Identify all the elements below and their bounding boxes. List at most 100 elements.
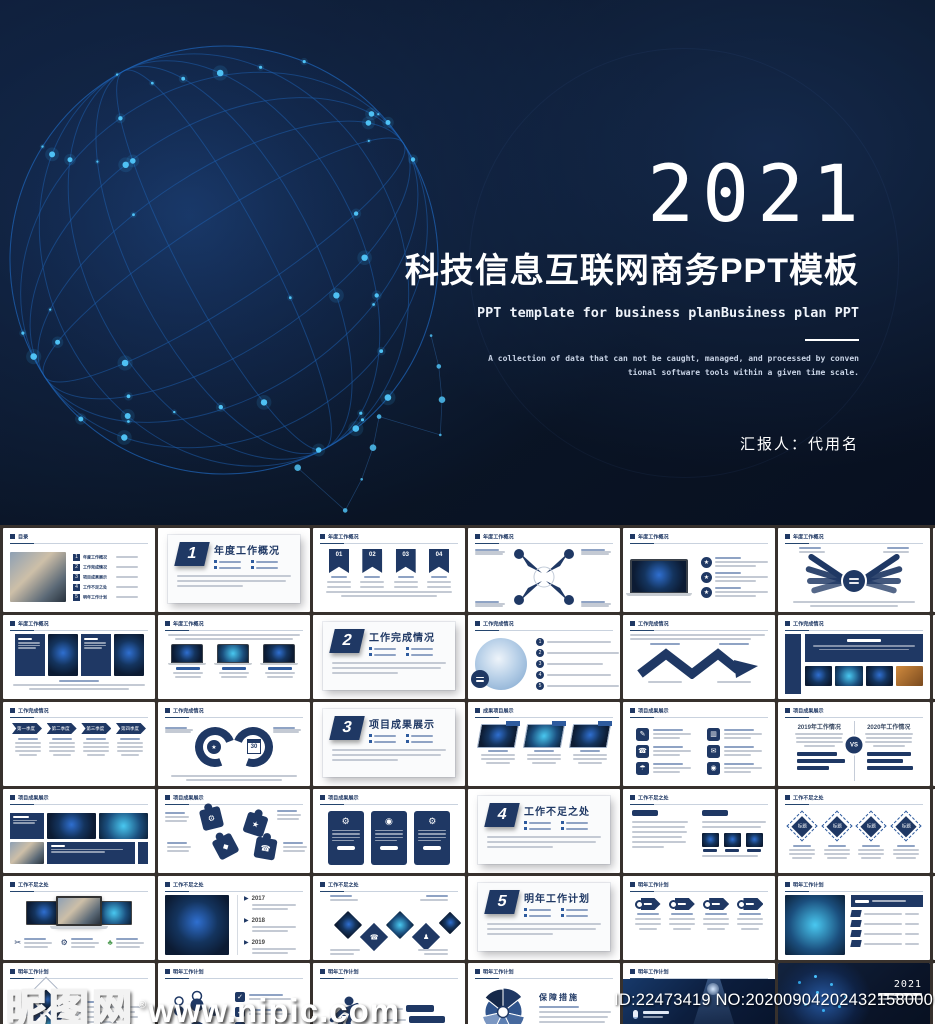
slide-thumbnail-12[interactable]: 工作完成情况 <box>778 615 930 699</box>
feature-card: ⚙ <box>414 811 451 865</box>
slide-thumbnail-3[interactable]: 年度工作概况 01 02 03 04 <box>313 528 465 612</box>
header-rule <box>165 804 303 805</box>
slide-thumbnail-21[interactable]: 项目成果展示 ⚙ ◉ ⚙ <box>313 789 465 873</box>
microphone-icon <box>633 1010 638 1020</box>
slide-thumbnail-4[interactable]: 年度工作概况 <box>468 528 620 612</box>
slide-thumbnail-25[interactable]: 工作不足之处 ✂ ⚙ ♣ <box>3 876 155 960</box>
slide-thumbnail-31[interactable]: 明年工作计划 <box>3 963 155 1024</box>
slide-thumbnail-10[interactable]: 工作完成情况 1 2 3 4 5 <box>468 615 620 699</box>
slide-thumbnail-cut <box>933 876 935 960</box>
header-rule <box>475 978 613 979</box>
thumb-header-label: 年度工作概况 <box>793 535 824 541</box>
closing-slide-image <box>623 979 775 1024</box>
header-square-icon <box>320 534 325 539</box>
thumb-header-label: 工作完成情况 <box>173 709 204 715</box>
thumb-header-label: 工作不足之处 <box>638 796 669 802</box>
toc-item-label: 明年工作计划 <box>83 595 108 600</box>
slide-thumbnail-24[interactable]: 工作不足之处 标题 标题 标题 标题 <box>778 789 930 873</box>
diamond-label: 标题 <box>832 823 842 828</box>
section-card: 1 年度工作概况 <box>168 535 300 603</box>
header-square-icon <box>630 708 635 713</box>
pencil-icon: ✎ <box>636 727 649 741</box>
chevron-step: 第三季度 <box>81 723 112 734</box>
thumb-header-label: 工作不足之处 <box>793 796 824 802</box>
thumb-header-label: 明年工作计划 <box>328 970 359 976</box>
chevron-step: 第四季度 <box>115 723 146 734</box>
slide-thumbnail-15[interactable]: 3 项目成果展示 <box>313 702 465 786</box>
thumb-header: 年度工作概况 <box>778 528 930 542</box>
header-rule <box>320 978 458 979</box>
header-square-icon <box>630 795 635 800</box>
slide-thumbnail-7[interactable]: 年度工作概况 <box>3 615 155 699</box>
laptop-image <box>259 644 298 665</box>
slide-thumbnail-1[interactable]: 目录 1 年度工作概况 2 工作完成情况 3 项目成果展示 4 工作不足之处 5 明年工作计划 <box>3 528 155 612</box>
header-rule <box>630 630 768 631</box>
slide-thumbnail-29[interactable]: 明年工作计划 <box>623 876 775 960</box>
header-rule <box>10 543 148 544</box>
slide-thumbnail-22[interactable]: 4 工作不足之处 <box>468 789 620 873</box>
toc-item-label: 工作不足之处 <box>83 585 108 590</box>
header-square-icon <box>10 969 15 974</box>
thumb-header: 工作完成情况 <box>3 702 155 716</box>
header-square-icon <box>785 621 790 626</box>
header-rule <box>10 717 148 718</box>
slide-thumbnail-16[interactable]: 成果项目展示 <box>468 702 620 786</box>
slide-thumbnail-8[interactable]: 年度工作概况 <box>158 615 310 699</box>
header-square-icon <box>165 882 170 887</box>
cover-description-line2: tional software tools within a given tim… <box>627 368 859 378</box>
header-square-icon <box>785 882 790 887</box>
slide-thumbnail-17[interactable]: 项目成果展示 ✎ ▥ ☎ ✉ ☂ ◉ <box>623 702 775 786</box>
slide-thumbnail-18[interactable]: 项目成果展示 2019年工作情况 2020年工作情况 VS <box>778 702 930 786</box>
slide-thumbnail-33[interactable]: 明年工作计划 <box>313 963 465 1024</box>
thumb-body <box>10 634 148 694</box>
header-rule <box>165 630 303 631</box>
thumb-header: 工作完成情况 <box>778 615 930 629</box>
thumb-header: 明年工作计划 <box>623 876 775 890</box>
slide-thumbnail-19[interactable]: 项目成果展示 <box>3 789 155 873</box>
slide-thumbnail-34[interactable]: 明年工作计划 保障措施 <box>468 963 620 1024</box>
slide-thumbnail-32[interactable]: 明年工作计划 ✓ ✓ ✓ <box>158 963 310 1024</box>
list-header <box>851 895 923 907</box>
slide-thumbnail-6[interactable]: 年度工作概况 <box>778 528 930 612</box>
side-band <box>785 634 801 694</box>
slide-thumbnail-36[interactable]: 2021 <box>778 963 930 1024</box>
diamond-mosaic: ☎ ♟ <box>320 895 462 955</box>
section-card: 4 工作不足之处 <box>478 796 610 864</box>
header-rule <box>785 891 923 892</box>
slanted-screenshot <box>476 721 520 748</box>
section-card: 3 项目成果展示 <box>323 709 455 777</box>
section-title: 年度工作概况 <box>214 546 280 557</box>
slide-thumbnail-cut <box>933 702 935 786</box>
arrow-step <box>703 898 730 910</box>
thumb-header: 项目成果展示 <box>778 702 930 716</box>
thumb-header-label: 项目成果展示 <box>793 709 824 715</box>
slide-thumbnail-35[interactable]: 明年工作计划 <box>623 963 775 1024</box>
header-square-icon <box>320 969 325 974</box>
section-title: 明年工作计划 <box>524 894 590 905</box>
text-panel <box>80 634 111 676</box>
slide-thumbnail-26[interactable]: 工作不足之处 ▶ 2017 ▶ 2018 ▶ 2019 <box>158 876 310 960</box>
slide-thumbnail-28[interactable]: 5 明年工作计划 <box>468 876 620 960</box>
slide-thumbnail-14[interactable]: 工作完成情况 ★ 30 <box>158 702 310 786</box>
checkbox-icon: ✓ <box>235 1022 245 1024</box>
thumb-header: 工作不足之处 <box>3 876 155 890</box>
list-number: 2 <box>536 649 544 657</box>
vs-left-title: 2019年工作情况 <box>797 725 841 731</box>
slide-thumbnail-11[interactable]: 工作完成情况 <box>623 615 775 699</box>
slide-thumbnail-2[interactable]: 1 年度工作概况 <box>158 528 310 612</box>
slide-thumbnail-13[interactable]: 工作完成情况 第一季度 第二季度 第三季度 第四季度 <box>3 702 155 786</box>
slide-thumbnail-23[interactable]: 工作不足之处 <box>623 789 775 873</box>
slide-thumbnail-9[interactable]: 2 工作完成情况 <box>313 615 465 699</box>
slide-thumbnail-27[interactable]: 工作不足之处 ☎ ♟ <box>313 876 465 960</box>
thumb-header: 目录 <box>3 528 155 542</box>
slide-thumbnail-cut <box>933 963 935 1024</box>
small-photo <box>745 833 763 847</box>
section-number: 3 <box>329 716 365 740</box>
slide-thumbnail-30[interactable]: 明年工作计划 <box>778 876 930 960</box>
header-rule <box>165 978 303 979</box>
thumb-header: 工作不足之处 <box>313 876 465 890</box>
slide-thumbnail-20[interactable]: 项目成果展示 ⚙ ★ ◆ ☎ <box>158 789 310 873</box>
thumb-header: 工作完成情况 <box>468 615 620 629</box>
slide-thumbnail-5[interactable]: 年度工作概况 ★ ★ ★ <box>623 528 775 612</box>
